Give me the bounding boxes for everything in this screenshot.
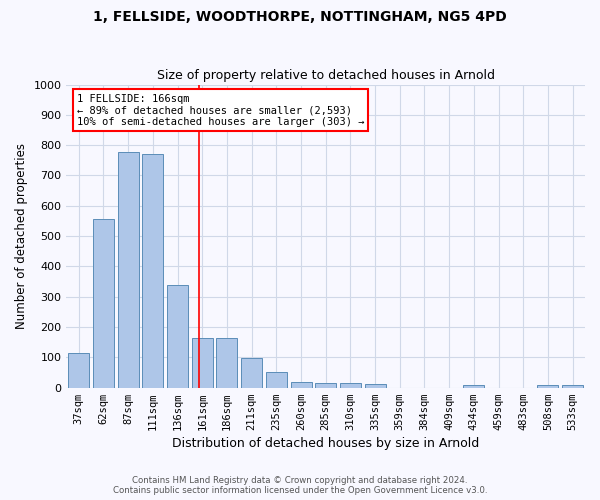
Bar	[142, 154, 163, 388]
Text: 1, FELLSIDE, WOODTHORPE, NOTTINGHAM, NG5 4PD: 1, FELLSIDE, WOODTHORPE, NOTTINGHAM, NG5…	[93, 10, 507, 24]
Bar	[167, 284, 188, 388]
Bar	[463, 384, 484, 388]
Bar	[340, 383, 361, 388]
Title: Size of property relative to detached houses in Arnold: Size of property relative to detached ho…	[157, 69, 495, 82]
Bar	[241, 358, 262, 388]
Bar	[217, 338, 238, 388]
Bar	[290, 382, 311, 388]
Bar	[266, 372, 287, 388]
Bar	[315, 383, 336, 388]
Text: 1 FELLSIDE: 166sqm
← 89% of detached houses are smaller (2,593)
10% of semi-deta: 1 FELLSIDE: 166sqm ← 89% of detached hou…	[77, 94, 364, 127]
Bar	[93, 218, 114, 388]
Text: Contains HM Land Registry data © Crown copyright and database right 2024.
Contai: Contains HM Land Registry data © Crown c…	[113, 476, 487, 495]
Bar	[68, 354, 89, 388]
Bar	[365, 384, 386, 388]
Bar	[118, 152, 139, 388]
Bar	[562, 384, 583, 388]
X-axis label: Distribution of detached houses by size in Arnold: Distribution of detached houses by size …	[172, 437, 479, 450]
Bar	[192, 338, 213, 388]
Bar	[538, 384, 559, 388]
Y-axis label: Number of detached properties: Number of detached properties	[15, 143, 28, 329]
